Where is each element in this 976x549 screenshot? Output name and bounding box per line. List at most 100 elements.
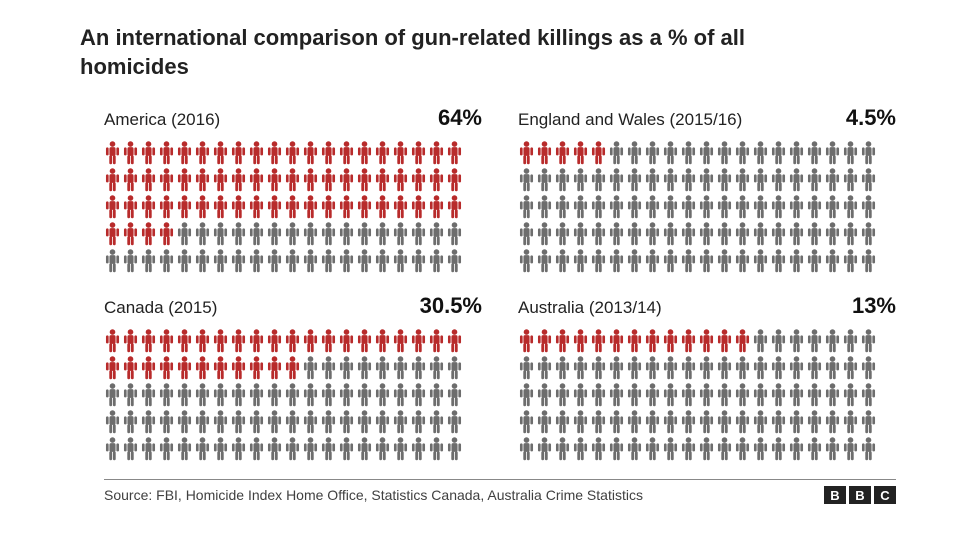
person-icon	[302, 383, 319, 407]
person-icon	[824, 356, 841, 380]
person-icon	[626, 222, 643, 246]
person-icon	[788, 383, 805, 407]
person-icon	[644, 249, 661, 273]
person-icon	[608, 383, 625, 407]
person-icon	[428, 356, 445, 380]
person-icon	[212, 168, 229, 192]
person-icon	[212, 195, 229, 219]
pictogram-icons	[104, 141, 482, 273]
panel-label: America (2016)	[104, 110, 220, 130]
person-icon	[158, 222, 175, 246]
person-icon	[842, 141, 859, 165]
person-icon	[806, 222, 823, 246]
person-icon	[446, 383, 463, 407]
person-icon	[554, 222, 571, 246]
person-icon	[392, 383, 409, 407]
person-icon	[734, 141, 751, 165]
pictogram-panel: Canada (2015)30.5%	[104, 293, 482, 461]
person-icon	[860, 383, 877, 407]
person-icon	[194, 356, 211, 380]
person-icon	[752, 437, 769, 461]
person-icon	[806, 168, 823, 192]
person-icon	[140, 249, 157, 273]
person-icon	[716, 437, 733, 461]
person-icon	[410, 168, 427, 192]
person-icon	[842, 249, 859, 273]
person-icon	[860, 410, 877, 434]
person-icon	[554, 141, 571, 165]
person-icon	[428, 141, 445, 165]
person-icon	[662, 168, 679, 192]
pictogram-icons	[518, 141, 896, 273]
person-icon	[212, 329, 229, 353]
person-icon	[374, 168, 391, 192]
person-icon	[428, 168, 445, 192]
person-icon	[104, 410, 121, 434]
person-icon	[248, 356, 265, 380]
person-icon	[284, 141, 301, 165]
person-icon	[626, 141, 643, 165]
person-icon	[374, 141, 391, 165]
person-icon	[410, 222, 427, 246]
person-icon	[752, 249, 769, 273]
person-icon	[824, 410, 841, 434]
person-icon	[266, 383, 283, 407]
person-icon	[842, 356, 859, 380]
person-icon	[590, 437, 607, 461]
person-icon	[446, 410, 463, 434]
person-icon	[176, 356, 193, 380]
person-icon	[842, 195, 859, 219]
person-icon	[590, 249, 607, 273]
person-icon	[824, 329, 841, 353]
person-icon	[428, 222, 445, 246]
person-icon	[320, 356, 337, 380]
pictogram-icons	[104, 329, 482, 461]
person-icon	[104, 141, 121, 165]
person-icon	[320, 437, 337, 461]
person-icon	[446, 356, 463, 380]
person-icon	[788, 249, 805, 273]
person-icon	[752, 168, 769, 192]
person-icon	[140, 141, 157, 165]
person-icon	[104, 222, 121, 246]
person-icon	[590, 383, 607, 407]
panel-header: Canada (2015)30.5%	[104, 293, 482, 319]
person-icon	[572, 195, 589, 219]
person-icon	[536, 356, 553, 380]
person-icon	[572, 168, 589, 192]
person-icon	[212, 383, 229, 407]
person-icon	[356, 410, 373, 434]
person-icon	[842, 383, 859, 407]
person-icon	[140, 437, 157, 461]
person-icon	[716, 222, 733, 246]
person-icon	[608, 437, 625, 461]
person-icon	[824, 222, 841, 246]
person-icon	[176, 141, 193, 165]
person-icon	[176, 222, 193, 246]
person-icon	[518, 141, 535, 165]
person-icon	[212, 222, 229, 246]
pictogram-grid: America (2016)64%England and Wales (2015…	[80, 105, 896, 461]
person-icon	[212, 356, 229, 380]
person-icon	[356, 249, 373, 273]
infographic-container: An international comparison of gun-relat…	[0, 0, 976, 520]
person-icon	[662, 356, 679, 380]
person-icon	[356, 195, 373, 219]
person-icon	[176, 168, 193, 192]
person-icon	[266, 410, 283, 434]
person-icon	[248, 383, 265, 407]
person-icon	[770, 141, 787, 165]
person-icon	[626, 168, 643, 192]
person-icon	[176, 249, 193, 273]
person-icon	[698, 141, 715, 165]
person-icon	[536, 168, 553, 192]
person-icon	[734, 222, 751, 246]
person-icon	[122, 249, 139, 273]
person-icon	[104, 356, 121, 380]
person-icon	[626, 249, 643, 273]
person-icon	[446, 437, 463, 461]
person-icon	[788, 356, 805, 380]
person-icon	[608, 356, 625, 380]
person-icon	[536, 222, 553, 246]
person-icon	[770, 195, 787, 219]
